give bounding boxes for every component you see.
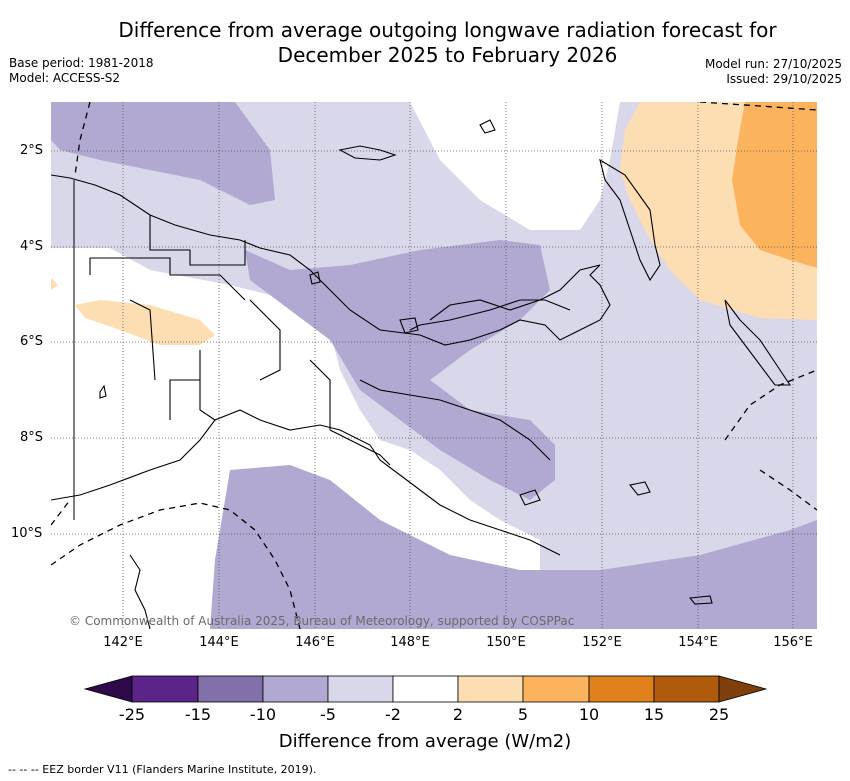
lat-label-6S: 6°S: [20, 334, 44, 349]
anomaly-field: [51, 102, 817, 629]
bougainville: [724, 299, 792, 386]
lon-label-142E: 142°E: [103, 635, 143, 650]
colorbar-title: Difference from average (W/m2): [278, 731, 572, 752]
island-frederik: [99, 384, 107, 399]
eez-border-ne: [699, 102, 817, 111]
eez-border-nw: [74, 102, 91, 176]
island-manus: [479, 119, 496, 134]
colorbar-bin-6: [457, 675, 524, 703]
positive-anomaly-ne-core: [732, 102, 817, 268]
colorbar: [83, 675, 768, 703]
island-east: [399, 317, 419, 334]
cape-york-coast: [129, 554, 151, 629]
colorbar-tick-label: 5: [517, 705, 529, 724]
colorbar-bin-2: [197, 675, 264, 703]
negative-anomaly-nw: [51, 102, 275, 205]
huon-coast: [429, 264, 601, 321]
lon-label-146E: 146°E: [295, 635, 335, 650]
lat-label-2S: 2°S: [20, 143, 44, 158]
positive-anomaly-west: [75, 300, 215, 345]
negative-anomaly-south: [210, 465, 817, 629]
colorbar-tick-label: 15: [643, 705, 665, 724]
east-light-region: [600, 320, 817, 430]
colorbar-tick-label: 25: [708, 705, 730, 724]
new-guinea-north-coast: [51, 174, 611, 346]
meta-left: Base period: 1981-2018 Model: ACCESS-S2: [9, 56, 154, 86]
lat-label-10S: 10°S: [11, 526, 43, 541]
negative-anomaly-central: [245, 240, 555, 500]
island-karkar: [309, 271, 321, 285]
colorbar-tick-label: 2: [452, 705, 464, 724]
eez-borders: [51, 102, 817, 629]
gridlines: [51, 102, 817, 629]
model-run: Model run: 27/10/2025: [704, 57, 842, 71]
colorbar-extend-low: [83, 675, 133, 703]
meta-right: Model run: 27/10/2025 Issued: 29/10/2025: [705, 57, 842, 87]
papuan-peninsula-coast: [359, 379, 551, 461]
eez-border-se: [759, 469, 817, 511]
lon-label-144E: 144°E: [199, 635, 239, 650]
lat-label-4S: 4°S: [20, 239, 44, 254]
eez-legend: -- -- -- EEZ border V11 (Flanders Marine…: [8, 763, 317, 776]
lon-label-156E: 156°E: [773, 635, 813, 650]
colorbar-tick-label: 10: [578, 705, 600, 724]
colorbar-tick-label: -5: [320, 705, 336, 724]
near-normal-region-north: [410, 102, 620, 230]
copyright-notice: © Commonwealth of Australia 2025, Bureau…: [69, 614, 575, 628]
island-rossel: [688, 595, 713, 605]
colorbar-tick-label: -10: [249, 705, 277, 724]
positive-anomaly-west-edge: [51, 278, 58, 290]
island-north: [338, 145, 397, 161]
island-dentrecasteaux: [519, 489, 541, 506]
map-title: Difference from average outgoing longwav…: [0, 18, 850, 68]
colorbar-tick-label: -25: [118, 705, 146, 724]
eez-border-sw: [51, 502, 301, 629]
island-trobriand: [629, 481, 651, 496]
province-borders-2: [89, 257, 391, 466]
lon-label-150E: 150°E: [486, 635, 526, 650]
eez-border-e: [724, 369, 817, 441]
new-britain-south-coast: [409, 299, 571, 331]
colorbar-bin-8: [588, 675, 655, 703]
province-borders-3: [149, 215, 246, 266]
lon-label-152E: 152°E: [582, 635, 622, 650]
model-name: Model: ACCESS-S2: [9, 71, 121, 85]
colorbar-bin-4: [327, 675, 394, 703]
colorbar-tick-label: -15: [184, 705, 212, 724]
eez-border-w: [51, 499, 71, 526]
colorbar-tick-label: -2: [385, 705, 401, 724]
lat-label-8S: 8°S: [20, 430, 44, 445]
title-line-2: December 2025 to February 2026: [277, 43, 618, 67]
issued-date: Issued: 29/10/2025: [726, 72, 842, 86]
colorbar-bin-3: [262, 675, 329, 703]
colorbar-bin-9: [653, 675, 720, 703]
colorbar-extend-high: [718, 675, 768, 703]
new-ireland: [599, 158, 661, 282]
colorbar-bin-7: [522, 675, 590, 703]
coastlines: [51, 119, 792, 629]
province-borders: [129, 299, 281, 421]
colorbar-bin-5: [392, 675, 459, 703]
colorbar-bin-1: [131, 675, 199, 703]
base-period: Base period: 1981-2018: [9, 56, 154, 70]
new-guinea-south-coast: [51, 409, 561, 556]
lon-label-154E: 154°E: [678, 635, 718, 650]
lon-label-148E: 148°E: [390, 635, 430, 650]
title-line-1: Difference from average outgoing longwav…: [118, 18, 777, 42]
